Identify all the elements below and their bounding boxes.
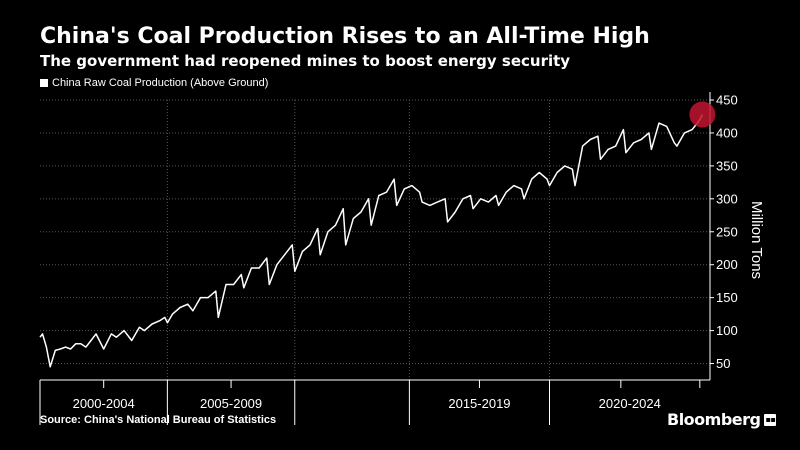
bloomberg-logo: Bloomberg ▪▪ xyxy=(667,410,777,429)
y-tick-label: 450 xyxy=(716,93,738,108)
chart-subtitle: The government had reopened mines to boo… xyxy=(40,52,571,70)
series-line xyxy=(39,114,704,368)
grid-layer xyxy=(40,99,710,380)
brand-name: Bloomberg xyxy=(667,410,761,429)
chart-legend: China Raw Coal Production (Above Ground) xyxy=(40,77,268,89)
x-period-label: 2005-2009 xyxy=(200,396,262,411)
x-period-label: 2015-2019 xyxy=(448,396,510,411)
record-high-marker xyxy=(689,101,716,128)
x-period-label: 2020-2024 xyxy=(599,396,661,411)
source-note: Source: China's National Bureau of Stati… xyxy=(40,414,277,426)
y-tick-label: 50 xyxy=(716,356,730,371)
y-tick-label: 150 xyxy=(716,290,738,305)
y-tick-label: 250 xyxy=(716,224,738,239)
legend-swatch xyxy=(40,79,48,87)
y-axis-title: Million Tons xyxy=(748,201,765,279)
y-tick-label: 200 xyxy=(716,257,738,272)
y-tick-label: 400 xyxy=(716,125,738,140)
bloomberg-chat-icon: ▪▪ xyxy=(764,413,777,426)
axis-layer xyxy=(39,92,714,425)
series-layer xyxy=(39,101,716,368)
legend-label: China Raw Coal Production (Above Ground) xyxy=(52,77,269,89)
x-period-label: 2000-2004 xyxy=(73,396,135,411)
y-tick-label: 350 xyxy=(716,158,738,173)
label-layer: 50 100 150 200 250 300 350 400 450 2000-2004 2005-… xyxy=(73,93,765,412)
chart-title: China's Coal Production Rises to an All-… xyxy=(40,24,650,49)
y-tick-label: 100 xyxy=(716,323,738,338)
y-tick-label: 300 xyxy=(716,191,738,206)
